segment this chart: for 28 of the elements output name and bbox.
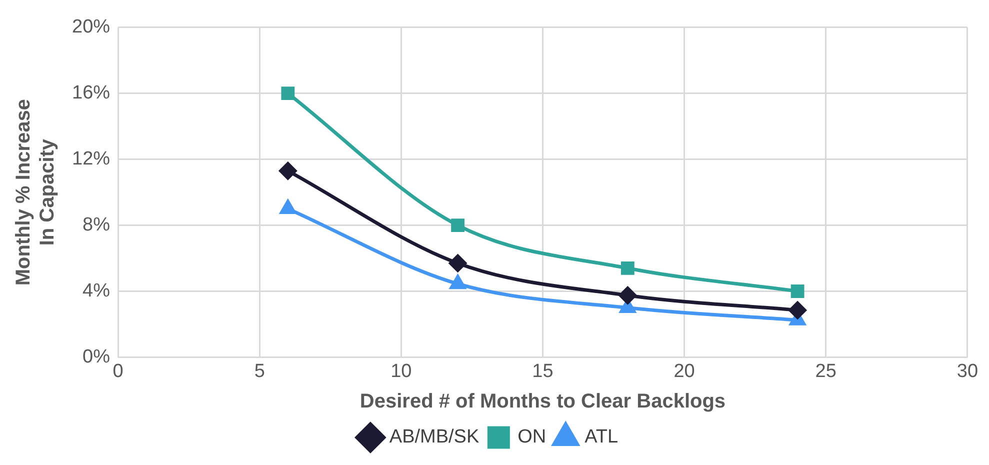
legend-label: ATL	[584, 426, 618, 448]
point	[790, 284, 804, 298]
y-tick-label: 4%	[82, 280, 110, 302]
legend-label: AB/MB/SK	[389, 426, 480, 448]
x-tick-label: 25	[815, 360, 836, 382]
point	[618, 286, 636, 304]
y-tick-label: 8%	[82, 214, 110, 236]
y-tick-label: 20%	[72, 16, 110, 38]
x-tick-label: 0	[112, 360, 124, 382]
point	[450, 275, 466, 290]
x-tick-label: 10	[390, 360, 412, 382]
point	[279, 162, 297, 180]
point	[451, 218, 464, 232]
y-tick-label: 16%	[72, 82, 110, 104]
legend-label: ON	[518, 426, 546, 448]
y-tick-label: 0%	[82, 346, 110, 368]
y-axis-title: Monthly % Increase In Capacity	[12, 98, 59, 286]
point	[449, 254, 467, 272]
x-tick-label: 5	[254, 360, 265, 382]
point	[620, 261, 634, 275]
point	[788, 301, 806, 319]
x-tick-label: 20	[674, 360, 695, 382]
x-axis-title: Desired # of Months to Clear Backlogs	[360, 390, 726, 413]
x-tick-label: 15	[532, 360, 554, 382]
point	[280, 200, 296, 214]
y-tick-label: 12%	[72, 148, 110, 170]
x-tick-label: 30	[956, 360, 978, 382]
point	[281, 86, 295, 100]
